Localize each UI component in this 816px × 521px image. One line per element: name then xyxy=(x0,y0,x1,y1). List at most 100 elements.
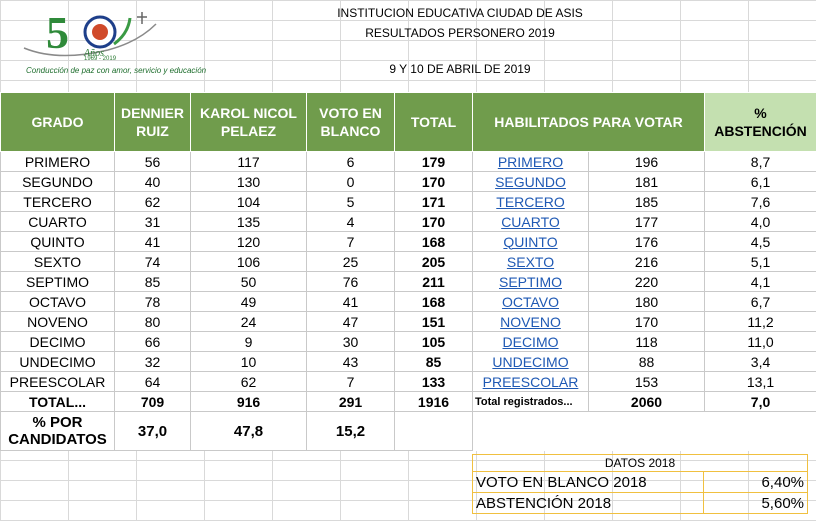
col-dennier-l2: RUIZ xyxy=(136,123,169,139)
grade-link[interactable]: PRIMERO xyxy=(472,151,589,172)
grade-link[interactable]: SEPTIMO xyxy=(472,271,589,292)
col-blanco: VOTO EN BLANCO xyxy=(306,92,395,152)
grade-cell: TERCERO xyxy=(0,191,115,212)
grade-link[interactable]: SEGUNDO xyxy=(472,171,589,192)
blanco-cell: 25 xyxy=(306,251,395,272)
blanco-cell: 41 xyxy=(306,291,395,312)
total-cell: 205 xyxy=(394,251,473,272)
grade-link[interactable]: TERCERO xyxy=(472,191,589,212)
abstencion-cell: 11,0 xyxy=(704,331,816,352)
col-karol-l2: PELAEZ xyxy=(220,123,277,139)
col-abs-l1: % xyxy=(754,105,767,121)
blanco-cell: 43 xyxy=(306,351,395,372)
grade-cell: PRIMERO xyxy=(0,151,115,172)
datos-abstencion-label: ABSTENCIÓN 2018 xyxy=(472,492,704,514)
col-blanco-l1: VOTO EN xyxy=(319,105,382,121)
karol-cell: 62 xyxy=(190,371,307,392)
grade-cell: DECIMO xyxy=(0,331,115,352)
percent-dennier: 37,0 xyxy=(114,411,191,451)
percent-blank-2 xyxy=(588,411,705,451)
table-row: UNDECIMO 32 10 43 85 UNDECIMO 88 3,4 xyxy=(0,351,816,372)
grade-cell: SEPTIMO xyxy=(0,271,115,292)
table-row: QUINTO 41 120 7 168 QUINTO 176 4,5 xyxy=(0,231,816,252)
percent-row: % POR CANDIDATOS 37,0 47,8 15,2 xyxy=(0,411,816,451)
grade-link[interactable]: SEXTO xyxy=(472,251,589,272)
grade-cell: QUINTO xyxy=(0,231,115,252)
blanco-cell: 7 xyxy=(306,371,395,392)
dennier-cell: 78 xyxy=(114,291,191,312)
total-cell: 168 xyxy=(394,231,473,252)
karol-cell: 24 xyxy=(190,311,307,332)
blanco-cell: 7 xyxy=(306,231,395,252)
dennier-cell: 40 xyxy=(114,171,191,192)
table-row: PRIMERO 56 117 6 179 PRIMERO 196 8,7 xyxy=(0,151,816,172)
abstencion-cell: 3,4 xyxy=(704,351,816,372)
abstencion-cell: 6,1 xyxy=(704,171,816,192)
percent-label-l1: % POR xyxy=(32,414,83,431)
results-table: GRADO DENNIER RUIZ KAROL NICOL PELAEZ VOTO… xyxy=(0,92,816,451)
totals-registrados: 2060 xyxy=(587,391,706,412)
totals-total: 1916 xyxy=(394,391,473,412)
abstencion-cell: 5,1 xyxy=(704,251,816,272)
habilitados-cell: 177 xyxy=(587,211,706,232)
totals-dennier: 709 xyxy=(114,391,191,412)
anniversary-emblem-icon: 5 Años xyxy=(23,7,157,59)
table-row: SEGUNDO 40 130 0 170 SEGUNDO 181 6,1 xyxy=(0,171,816,192)
totals-blanco: 291 xyxy=(306,391,395,412)
grade-link[interactable]: CUARTO xyxy=(472,211,589,232)
blanco-cell: 4 xyxy=(306,211,395,232)
percent-label: % POR CANDIDATOS xyxy=(0,411,115,451)
total-cell: 105 xyxy=(394,331,473,352)
total-cell: 133 xyxy=(394,371,473,392)
blanco-cell: 76 xyxy=(306,271,395,292)
dennier-cell: 31 xyxy=(114,211,191,232)
percent-label-l2: CANDIDATOS xyxy=(8,431,107,448)
percent-blanco: 15,2 xyxy=(306,411,395,451)
grade-link[interactable]: PREESCOLAR xyxy=(472,371,589,392)
logo-motto: Conducción de paz con amor, servicio y e… xyxy=(26,66,207,75)
habilitados-cell: 118 xyxy=(587,331,706,352)
karol-cell: 49 xyxy=(190,291,307,312)
table-row: SEXTO 74 106 25 205 SEXTO 216 5,1 xyxy=(0,251,816,272)
habilitados-cell: 196 xyxy=(587,151,706,172)
percent-karol: 47,8 xyxy=(190,411,307,451)
habilitados-cell: 216 xyxy=(587,251,706,272)
col-dennier: DENNIER RUIZ xyxy=(114,92,191,152)
table-row: CUARTO 31 135 4 170 CUARTO 177 4,0 xyxy=(0,211,816,232)
datos-title: DATOS 2018 xyxy=(471,454,809,472)
grade-link[interactable]: OCTAVO xyxy=(472,291,589,312)
col-dennier-l1: DENNIER xyxy=(120,105,184,121)
grade-link[interactable]: NOVENO xyxy=(472,311,589,332)
percent-blank-1 xyxy=(472,411,589,451)
abstencion-cell: 4,0 xyxy=(704,211,816,232)
col-abs-l2: ABSTENCIÓN xyxy=(714,123,807,139)
blanco-cell: 6 xyxy=(306,151,395,172)
table-row: DECIMO 66 9 30 105 DECIMO 118 11,0 xyxy=(0,331,816,352)
blanco-cell: 0 xyxy=(306,171,395,192)
col-total: TOTAL xyxy=(394,92,473,152)
habilitados-cell: 180 xyxy=(587,291,706,312)
totals-row: TOTAL... 709 916 291 1916 Total registra… xyxy=(0,391,816,412)
karol-cell: 9 xyxy=(190,331,307,352)
grade-cell: OCTAVO xyxy=(0,291,115,312)
totals-registrados-label: Total registrados... xyxy=(472,391,589,412)
abstencion-cell: 7,6 xyxy=(704,191,816,212)
grade-cell: PREESCOLAR xyxy=(0,371,115,392)
total-cell: 151 xyxy=(394,311,473,332)
col-karol-l1: KAROL NICOL xyxy=(200,105,297,121)
datos-blanco-label: VOTO EN BLANCO 2018 xyxy=(472,471,704,493)
abstencion-cell: 6,7 xyxy=(704,291,816,312)
total-cell: 179 xyxy=(394,151,473,172)
col-grado: GRADO xyxy=(0,92,115,152)
percent-blank-3 xyxy=(704,411,816,451)
grade-link[interactable]: UNDECIMO xyxy=(472,351,589,372)
school-logo: 5 Años 1969 - 2019 Conducción de paz con… xyxy=(18,4,206,80)
karol-cell: 50 xyxy=(190,271,307,292)
grade-link[interactable]: QUINTO xyxy=(472,231,589,252)
grade-link[interactable]: DECIMO xyxy=(472,331,589,352)
totals-abstencion: 7,0 xyxy=(704,391,816,412)
results-title: RESULTADOS PERSONERO 2019 xyxy=(365,26,555,40)
table-row: SEPTIMO 85 50 76 211 SEPTIMO 220 4,1 xyxy=(0,271,816,292)
dennier-cell: 74 xyxy=(114,251,191,272)
habilitados-cell: 181 xyxy=(587,171,706,192)
